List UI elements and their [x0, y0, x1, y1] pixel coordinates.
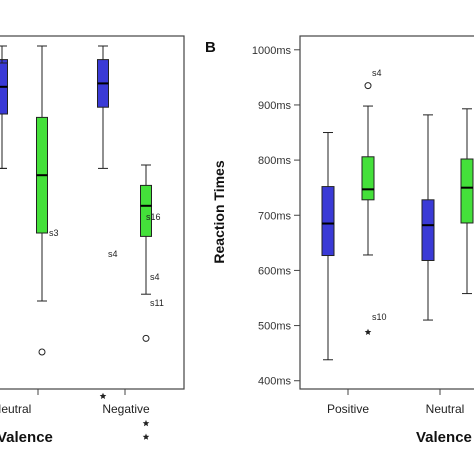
- left-lbl-s3: s3: [49, 228, 59, 238]
- right-y-axis-title: Reaction Times: [211, 160, 227, 263]
- outlier-star-4-0: [99, 392, 107, 399]
- left-lbl-s4b: s4: [150, 272, 160, 282]
- right-panel-label: B: [205, 39, 216, 56]
- left-boxplots: [0, 45, 152, 440]
- y-tick-label-5: 500ms: [258, 321, 292, 333]
- y-tick-label-0: 1000ms: [252, 45, 292, 57]
- left-lbl-s11: s11: [150, 298, 164, 308]
- box-r2: [421, 199, 435, 261]
- y-tick-label-6: 400ms: [258, 376, 292, 388]
- right-cat-label-neutral: Neutral: [426, 402, 465, 416]
- left-plot-frame: [0, 35, 185, 390]
- right-lbl-s4: s4: [372, 68, 382, 78]
- left-cat-label-neutral: Neutral: [0, 402, 31, 416]
- right-axis-title: Valence: [416, 429, 472, 446]
- outlier-star-5-1: [142, 419, 150, 427]
- y-tick-label-4: 600ms: [258, 265, 292, 277]
- left-cat-label-negative: Negative: [102, 402, 150, 416]
- outlier-circle-3-0: [38, 348, 46, 356]
- outlier-star-r1-1: [364, 328, 372, 335]
- right-cat-label-positive: Positive: [327, 402, 369, 416]
- left-panel: s3 s16 s4 s4 s11 Neutral Negative Valenc…: [0, 35, 185, 446]
- outlier-star-5-2: [142, 433, 150, 440]
- box-r3: [460, 158, 474, 224]
- y-tick-label-3: 700ms: [258, 210, 292, 222]
- left-axis-title: Valence: [0, 429, 53, 446]
- box-0: [0, 62, 8, 115]
- right-panel: B 1000ms 900ms 800ms 700ms 600ms 500ms 400ms s…: [205, 35, 474, 446]
- box-r1: [361, 156, 375, 201]
- left-lbl-s16: s16: [146, 212, 161, 222]
- outlier-circle-r1-0: [364, 82, 372, 90]
- outlier-circle-5-0: [142, 334, 150, 342]
- right-boxplots: [321, 82, 474, 361]
- box-r0: [321, 186, 335, 257]
- y-tick-label-2: 800ms: [258, 155, 292, 167]
- left-lbl-s4a: s4: [108, 249, 118, 259]
- box-5: [140, 184, 152, 237]
- right-y-axis: 1000ms 900ms 800ms 700ms 600ms 500ms 400ms: [252, 45, 300, 388]
- right-lbl-s10: s10: [372, 312, 387, 322]
- y-tick-label-1: 900ms: [258, 100, 292, 112]
